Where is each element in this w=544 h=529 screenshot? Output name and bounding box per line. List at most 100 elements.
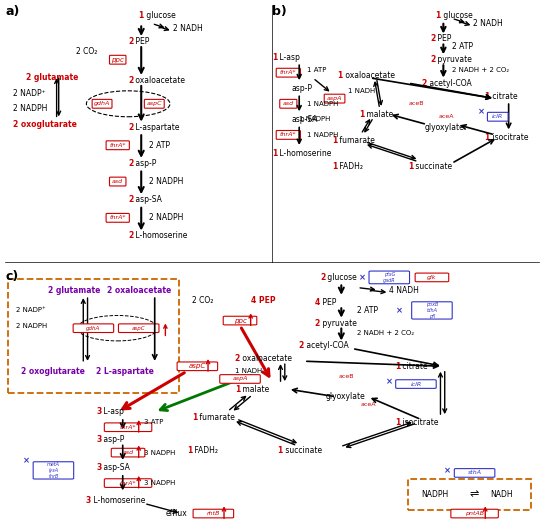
Text: gdhA: gdhA [94,101,110,106]
Text: 3 ATP: 3 ATP [144,419,163,425]
Text: asd: asd [283,101,294,106]
Text: 1: 1 [359,110,364,118]
Text: aceB: aceB [409,101,424,106]
Text: thrA*: thrA* [280,132,296,138]
Text: 2 ATP: 2 ATP [149,141,170,150]
Text: 2 NADPH: 2 NADPH [13,104,48,114]
Text: NADPH: NADPH [421,490,448,499]
Text: succinate: succinate [413,161,453,170]
Text: 2 oxaloacetate: 2 oxaloacetate [107,286,171,295]
Text: asp-SA: asp-SA [133,195,162,204]
Text: aspA: aspA [327,96,342,101]
Text: glk: glk [427,275,437,280]
Text: efflux: efflux [165,509,187,518]
FancyBboxPatch shape [92,99,112,108]
FancyBboxPatch shape [106,213,129,222]
Text: 3: 3 [96,463,101,472]
Text: isocitrate: isocitrate [490,133,528,142]
Text: ×: × [359,273,366,282]
FancyBboxPatch shape [415,273,449,282]
Text: 2 CO₂: 2 CO₂ [76,48,97,57]
Text: 2 NADP⁺: 2 NADP⁺ [16,307,46,313]
Text: glucose: glucose [441,11,472,20]
Text: fumarate: fumarate [197,413,235,422]
Text: glucose: glucose [325,273,357,282]
Text: ×: × [478,107,485,116]
FancyBboxPatch shape [412,302,452,319]
FancyBboxPatch shape [106,141,129,150]
Text: acetyl-COA: acetyl-COA [304,341,349,351]
FancyBboxPatch shape [8,279,178,393]
FancyBboxPatch shape [369,271,410,284]
Text: 4 PEP: 4 PEP [251,296,275,305]
Text: 2 NADPH: 2 NADPH [149,213,183,222]
Text: 1: 1 [235,385,240,394]
FancyBboxPatch shape [408,479,530,510]
Text: FADH₂: FADH₂ [192,445,218,454]
Text: metA
lysA
thrB: metA lysA thrB [47,462,60,479]
Text: thrA*: thrA* [109,143,126,148]
Text: NADH: NADH [491,490,513,499]
Text: 4: 4 [315,298,320,307]
Text: L-asp: L-asp [101,407,124,416]
Text: 2 NADPH: 2 NADPH [16,323,47,329]
Text: 1: 1 [272,149,277,158]
Text: 2: 2 [128,232,133,241]
Text: 2: 2 [320,273,325,282]
Text: 2: 2 [128,159,133,168]
Text: 1: 1 [484,92,490,101]
Text: ×: × [386,377,393,386]
Text: 2: 2 [128,123,133,132]
FancyBboxPatch shape [193,509,233,518]
Text: 1 NADH: 1 NADH [348,88,375,94]
Text: 2 NADH + 2 CO₂: 2 NADH + 2 CO₂ [357,330,415,336]
Text: asp-SA: asp-SA [291,115,318,124]
FancyBboxPatch shape [104,479,152,487]
Text: poxB
ldhA
pfl: poxB ldhA pfl [426,302,438,318]
Text: aspC: aspC [146,101,162,106]
FancyBboxPatch shape [104,423,152,432]
Text: aceA: aceA [438,114,454,119]
Text: 2: 2 [235,354,240,363]
Text: b): b) [272,5,287,19]
Text: asp-P: asp-P [133,159,157,168]
Text: 2 CO₂: 2 CO₂ [192,296,213,305]
FancyBboxPatch shape [33,462,73,479]
Text: 3: 3 [96,407,101,416]
Text: ppc: ppc [112,57,124,63]
Text: isocitrate: isocitrate [400,417,438,427]
Text: iclR: iclR [410,381,422,387]
FancyBboxPatch shape [109,56,126,64]
Text: ×: × [397,306,404,315]
Text: L-homoserine: L-homoserine [91,496,145,505]
Text: asp-P: asp-P [101,435,125,444]
Text: 1: 1 [408,161,413,170]
FancyBboxPatch shape [144,99,164,108]
Text: 1: 1 [395,417,400,427]
Text: 3 NADPH: 3 NADPH [144,450,175,455]
Text: 2: 2 [422,78,427,88]
FancyBboxPatch shape [276,131,300,139]
Text: 2 NADH: 2 NADH [172,24,202,33]
Text: 2 ATP: 2 ATP [452,42,473,51]
Text: 1: 1 [484,133,490,142]
Text: acetyl-COA: acetyl-COA [427,78,472,88]
Text: 2 oxoglutarate: 2 oxoglutarate [21,367,85,376]
Text: 1: 1 [435,11,441,20]
Text: 2: 2 [128,76,133,85]
Text: 2 NADPH: 2 NADPH [149,177,183,186]
Text: 2: 2 [430,55,435,64]
Text: 1: 1 [337,71,343,80]
Text: L-asp: L-asp [277,52,300,62]
Text: 4 NADH: 4 NADH [390,286,419,295]
Text: ppc: ppc [233,317,246,324]
Text: 1: 1 [139,11,144,20]
Text: gdhA: gdhA [86,326,101,331]
FancyBboxPatch shape [220,375,260,384]
Text: fumarate: fumarate [337,135,375,144]
Text: thrA*: thrA* [109,215,126,221]
Text: 2: 2 [430,34,435,43]
Text: L-aspartate: L-aspartate [133,123,180,132]
Text: iclR: iclR [492,114,503,119]
Text: glyoxylate: glyoxylate [325,392,365,402]
